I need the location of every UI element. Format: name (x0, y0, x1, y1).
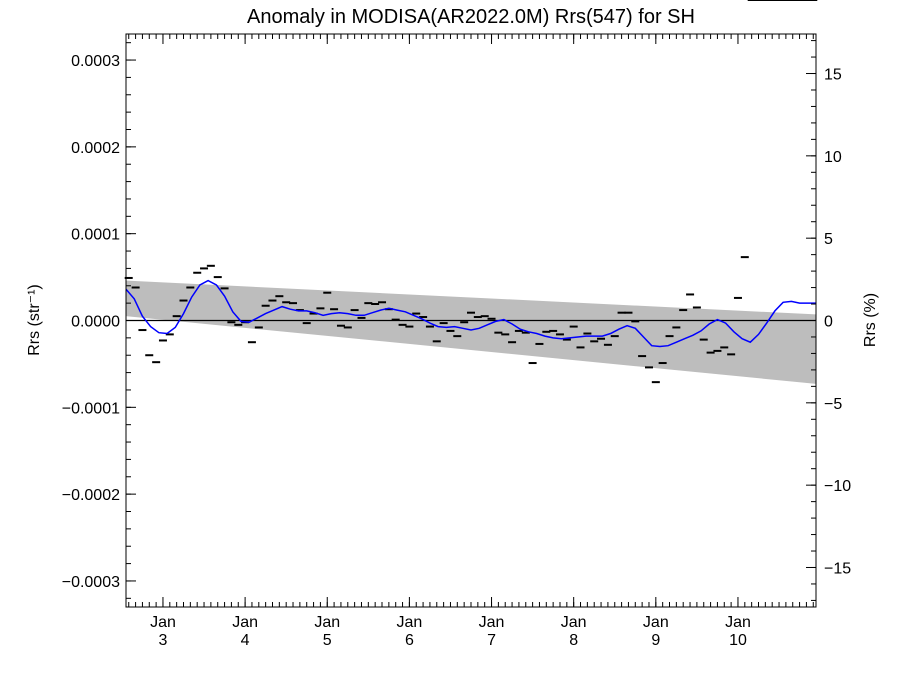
confidence-band (126, 280, 816, 384)
confidence-band-layer (126, 280, 816, 384)
monthly-anomaly-layer (124, 0, 818, 384)
chart-title: Anomaly in MODISA(AR2022.0M) Rrs(547) fo… (247, 6, 695, 28)
y-left-tick-label: −0.0002 (62, 487, 120, 504)
smoothed-series-line (125, 279, 816, 348)
y-axis-left: 0.0003 0.0002 0.0001 0.0000 −0.0001 −0.0002 −0… (62, 42, 136, 599)
x-tick-label-year: 7 (487, 632, 496, 649)
y-left-tick-label: −0.0003 (62, 574, 120, 591)
x-tick-label-month: Jan (725, 614, 751, 631)
y-axis-right: 15 10 5 0 −5 −10 −15 (806, 40, 851, 601)
x-tick-label-month: Jan (396, 614, 422, 631)
x-tick-label-year: 3 (159, 632, 168, 649)
y-right-tick-label: 10 (824, 149, 842, 166)
x-tick-label-year: 9 (651, 632, 660, 649)
x-tick-label-month: Jan (232, 614, 258, 631)
y-left-tick-label: 0.0001 (71, 227, 120, 244)
x-tick-label-month: Jan (561, 614, 587, 631)
x-tick-label-year: 4 (241, 632, 250, 649)
y-left-tick-label: −0.0001 (62, 400, 120, 417)
y-right-tick-label: 15 (824, 67, 842, 84)
x-tick-label-year: 6 (405, 632, 414, 649)
y-right-tick-label: 5 (824, 231, 833, 248)
y-left-tick-label: 0.0002 (71, 140, 120, 157)
x-tick-label-month: Jan (314, 614, 340, 631)
y-right-tick-label: −10 (824, 478, 851, 495)
y-right-tick-label: 0 (824, 314, 833, 331)
x-tick-label-year: 10 (729, 632, 747, 649)
y-axis-right-title: Rrs (%) (862, 293, 879, 347)
y-right-tick-label: −5 (824, 396, 842, 413)
x-tick-label-month: Jan (150, 614, 176, 631)
smoothed-line-layer (125, 279, 816, 348)
x-tick-label-month: Jan (643, 614, 669, 631)
x-tick-label-month: Jan (479, 614, 505, 631)
y-left-tick-label: 0.0003 (71, 53, 120, 70)
y-axis-left-title: Rrs (str⁻¹) (26, 284, 43, 356)
y-left-tick-label: 0.0000 (71, 314, 120, 331)
y-right-tick-label: −15 (824, 560, 851, 577)
x-tick-label-year: 5 (323, 632, 332, 649)
x-tick-label-year: 8 (569, 632, 578, 649)
